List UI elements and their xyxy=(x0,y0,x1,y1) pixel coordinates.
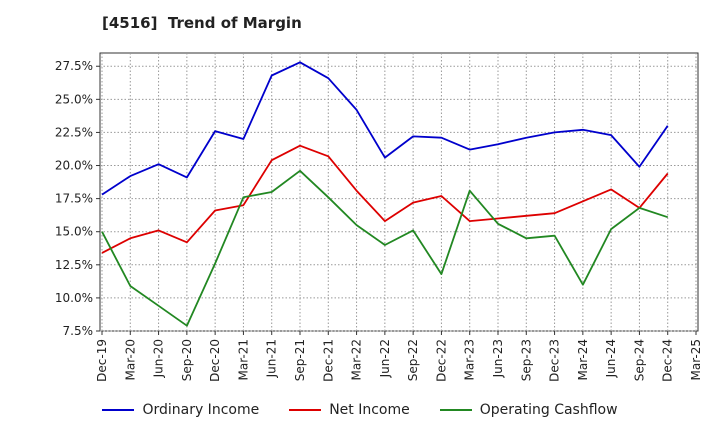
y-tick-label: 10.0% xyxy=(55,291,93,305)
plot-area xyxy=(99,52,699,332)
x-tick-label: Dec-21 xyxy=(321,339,335,382)
x-tick-label: Mar-20 xyxy=(123,339,137,380)
y-tick-label: 25.0% xyxy=(55,92,93,106)
x-tick-label: Jun-24 xyxy=(604,339,618,378)
legend-item: Ordinary Income xyxy=(102,402,259,418)
chart-legend: Ordinary Income Net Income Operating Cashf… xyxy=(0,402,720,418)
x-tick-label: Jun-23 xyxy=(491,339,505,378)
x-tick-label: Mar-22 xyxy=(350,339,364,380)
x-tick-label: Mar-24 xyxy=(576,339,590,380)
y-tick-label: 12.5% xyxy=(55,258,93,272)
x-tick-label: Jun-20 xyxy=(152,339,166,378)
x-tick-label: Mar-21 xyxy=(236,339,250,380)
x-tick-label: Mar-25 xyxy=(689,339,703,380)
legend-label: Ordinary Income xyxy=(142,402,260,418)
x-tick-label: Dec-24 xyxy=(661,339,675,382)
x-tick-label: Sep-24 xyxy=(632,339,646,381)
legend-swatch xyxy=(102,409,135,411)
x-tick-label: Mar-23 xyxy=(463,339,477,380)
y-tick-label: 22.5% xyxy=(55,125,93,139)
x-tick-label: Dec-23 xyxy=(548,339,562,382)
x-tick-label: Jun-22 xyxy=(378,339,392,378)
y-tick-label: 15.0% xyxy=(55,225,93,239)
legend-swatch xyxy=(289,409,322,411)
x-tick-label: Sep-21 xyxy=(293,339,307,381)
y-tick-label: 7.5% xyxy=(63,324,94,338)
legend-item: Net Income xyxy=(289,402,410,418)
legend-label: Net Income xyxy=(329,402,410,418)
legend-item: Operating Cashflow xyxy=(439,402,618,418)
x-tick-label: Sep-22 xyxy=(406,339,420,381)
line-chart: 7.5% 10.0% 12.5% 15.0% 17.5% 20.0% 22.5% 25.0% 2… xyxy=(55,52,703,382)
x-tick-label: Sep-20 xyxy=(180,339,194,381)
x-tick-label: Sep-23 xyxy=(519,339,533,381)
x-tick-label: Jun-21 xyxy=(265,339,279,378)
x-tick-label: Dec-22 xyxy=(434,339,448,382)
chart-title: [4516] Trend of Margin xyxy=(102,14,302,32)
legend-swatch xyxy=(439,409,472,411)
x-tick-label: Dec-19 xyxy=(95,339,109,382)
series-line-operating-cashflow xyxy=(101,169,668,327)
x-tick-label: Dec-20 xyxy=(208,339,222,382)
series-line-ordinary-income xyxy=(101,61,669,196)
y-tick-label: 20.0% xyxy=(55,159,93,173)
y-tick-label: 27.5% xyxy=(55,59,93,73)
legend-label: Operating Cashflow xyxy=(479,402,618,418)
series-line-net-income xyxy=(101,144,669,254)
y-tick-label: 17.5% xyxy=(55,192,93,206)
